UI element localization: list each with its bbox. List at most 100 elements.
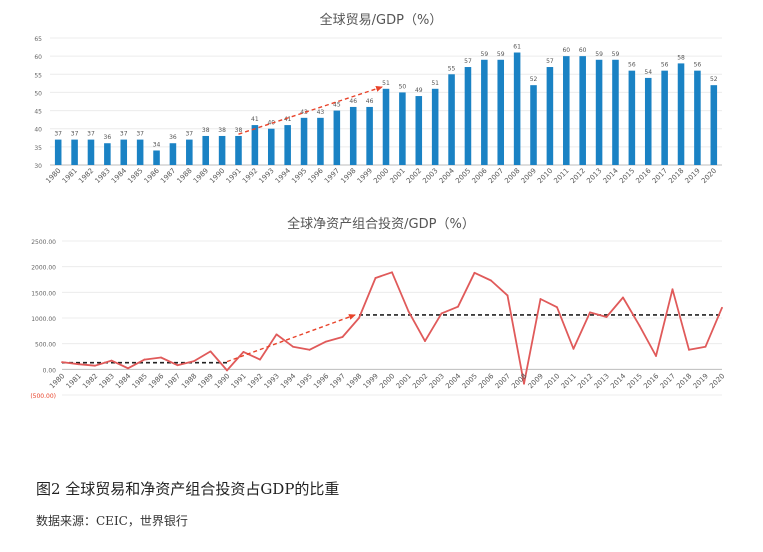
chart1-x-tick-label: 2014 [602,166,621,185]
chart1-bar [267,128,275,165]
chart1-x-tick-label: 1982 [77,167,95,185]
chart2-x-tick-label: 2014 [609,372,628,391]
chart1-x-tick-label: 1994 [274,166,293,185]
chart2-point [292,345,294,348]
chart1-data-label: 34 [153,141,161,148]
chart1-data-labels: 37 37 37 36 37 37 34 36 37 38 38 38 41 40 41 43 43 45 46 46… [54,44,717,149]
chart1-data-label: 40 [267,120,275,127]
chart2-point [539,298,542,300]
chart2-x-tick-label: 1985 [131,372,149,390]
chart1-bar [677,63,685,165]
chart1-x-tick-label: 1986 [143,166,162,185]
chart1-x-tick-label: 1985 [126,167,144,185]
chart1-x-tick-label: 2005 [454,167,472,185]
chart1-y-tick-label: 35 [34,145,42,152]
chart1-data-label: 51 [431,80,439,87]
chart2-point [424,340,426,342]
chart1-bar [300,117,308,165]
chart2-point [374,277,377,279]
chart1-bar [333,110,341,165]
chart1-data-label: 37 [54,131,62,138]
chart2-x-tick-label: 1989 [197,372,215,390]
chart1-x-tick-label: 1988 [175,167,193,185]
chart1-bar [169,143,177,165]
chart1-data-label: 45 [333,102,341,109]
chart2-x-tick-label: 2003 [428,372,446,390]
chart1-bar [612,59,619,166]
chart2-x-tick-label: 2017 [659,372,677,390]
chart2-y-tick-label: 1000.00 [31,316,56,323]
chart1-data-label: 60 [579,47,587,54]
chart1-x-tick-label: 1983 [94,167,112,185]
chart2-x-tick-label: 1992 [246,372,264,390]
chart2-point [457,305,459,308]
data-source: 数据来源：CEIC，世界银行 [36,514,188,528]
chart2-trend-arrow [226,314,356,363]
chart1-data-label: 38 [202,127,210,134]
chart1-x-tick-label: 1993 [257,167,275,185]
chart1-data-label: 38 [218,127,226,134]
chart1-data-label: 38 [235,127,243,134]
chart1-x-axis: 1980198119821983198419851986198719881989… [44,166,718,185]
chart2-y-axis: (500.00) 0.00 500.00 1000.00 1500.00 2000.00 2… [30,239,56,400]
chart1-bar [382,88,390,165]
chart2-point [275,333,278,336]
chart2-point [94,364,96,367]
chart1-x-tick-label: 1990 [208,167,226,185]
chart2-y-tick-label: 2000.00 [31,265,56,272]
chart2-point [655,355,657,357]
chart2-point [77,363,80,366]
chart1-bar [317,117,324,165]
chart2-point [308,348,311,351]
chart1-data-label: 59 [497,51,505,58]
chart2-point [473,271,476,274]
chart1-bar [87,139,95,165]
chart2-point [407,310,410,313]
chart2-x-tick-label: 1982 [81,372,99,390]
chart1-data-label: 36 [169,134,177,141]
chart1-data-label: 56 [694,62,702,69]
chart2-point [556,306,558,309]
chart1-bar [186,139,193,165]
chart1-x-tick-label: 2015 [618,167,636,185]
chart2-point [176,364,179,367]
chart2-x-tick-label: 1988 [180,372,198,390]
chart1-data-label: 58 [677,54,685,61]
chart2-x-tick-label: 1998 [345,372,363,390]
chart1-data-label: 57 [546,58,554,65]
chart2-point [688,348,690,351]
chart1-y-tick-label: 60 [34,54,42,61]
chart1-x-tick-label: 2013 [585,167,603,185]
chart2-x-tick-label: 2005 [461,372,479,390]
chart2-x-tick-label: 1994 [279,372,298,391]
chart1-data-label: 41 [284,116,292,123]
chart1-bar [448,74,455,165]
chart2-point [605,316,608,318]
chart2-x-tick-label: 1981 [65,372,83,390]
chart2-point [358,317,360,319]
chart1-data-label: 56 [628,62,636,69]
chart1-bar [235,135,242,165]
chart1-bar [136,139,144,165]
chart1-bar [415,96,423,165]
chart1-data-label: 46 [366,98,374,105]
chart2-point [523,382,525,385]
chart1-y-tick-label: 45 [34,109,42,116]
chart2-x-tick-label: 2000 [378,372,396,390]
chart1-y-tick-label: 55 [34,72,42,79]
chart2-x-tick-label: 2015 [626,372,644,390]
chart2-point [622,296,624,299]
chart1-data-label: 43 [300,109,308,116]
chart1-data-label: 37 [136,131,144,138]
chart1-title: 全球贸易/GDP（%） [320,12,443,28]
chart1-data-label: 49 [415,87,423,94]
chart1-bar [251,125,259,165]
chart2-point [160,356,162,359]
chart1-x-tick-label: 1999 [356,167,374,185]
chart1-x-tick-label: 2004 [438,166,457,185]
chart2-x-tick-label: 1987 [164,372,182,390]
chart1-bar [481,59,488,166]
chart1-x-tick-label: 2002 [405,167,423,185]
chart2-point [259,358,261,361]
